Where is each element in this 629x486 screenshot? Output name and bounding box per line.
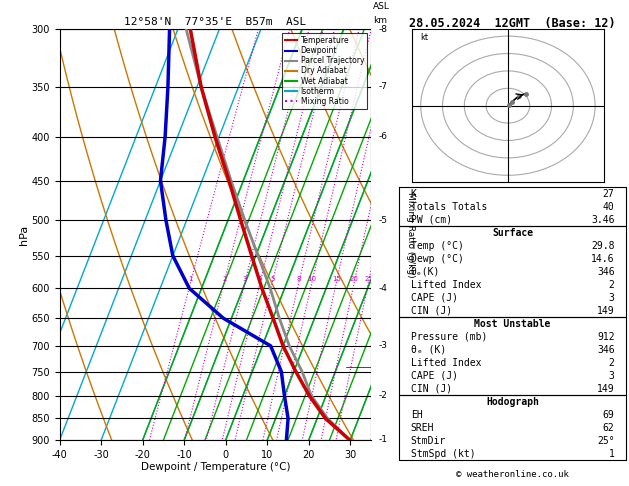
Text: km: km: [374, 16, 387, 25]
Text: Lifted Index: Lifted Index: [411, 279, 481, 290]
Text: 10: 10: [308, 276, 316, 282]
Text: 3.46: 3.46: [591, 215, 615, 225]
Text: kt: kt: [421, 33, 429, 42]
Text: StmSpd (kt): StmSpd (kt): [411, 449, 476, 459]
X-axis label: Dewpoint / Temperature (°C): Dewpoint / Temperature (°C): [141, 462, 290, 472]
Text: -3: -3: [379, 341, 388, 350]
Text: Pressure (mb): Pressure (mb): [411, 331, 487, 342]
Text: 8: 8: [297, 276, 301, 282]
Text: 15: 15: [332, 276, 341, 282]
Text: SREH: SREH: [411, 422, 434, 433]
Text: CIN (J): CIN (J): [411, 306, 452, 315]
Text: 29.8: 29.8: [591, 241, 615, 251]
Text: CAPE (J): CAPE (J): [411, 293, 458, 303]
Text: 25°: 25°: [597, 435, 615, 446]
Text: 14.6: 14.6: [591, 254, 615, 263]
Text: -4: -4: [379, 284, 387, 293]
Text: 2: 2: [609, 358, 615, 367]
Text: θₑ(K): θₑ(K): [411, 267, 440, 277]
Text: 20: 20: [350, 276, 359, 282]
Text: 2: 2: [222, 276, 226, 282]
Text: Most Unstable: Most Unstable: [474, 319, 551, 329]
Text: 4: 4: [258, 276, 262, 282]
Text: EH: EH: [411, 410, 423, 419]
Y-axis label: hPa: hPa: [19, 225, 29, 244]
Text: 3: 3: [609, 293, 615, 303]
Text: 346: 346: [597, 267, 615, 277]
Text: 149: 149: [597, 306, 615, 315]
Text: K: K: [411, 189, 416, 199]
Text: Totals Totals: Totals Totals: [411, 202, 487, 211]
Text: ASL: ASL: [374, 1, 390, 11]
Legend: Temperature, Dewpoint, Parcel Trajectory, Dry Adiabat, Wet Adiabat, Isotherm, Mi: Temperature, Dewpoint, Parcel Trajectory…: [282, 33, 367, 109]
Text: Temp (°C): Temp (°C): [411, 241, 464, 251]
Text: 912: 912: [597, 331, 615, 342]
Text: Mixing Ratio (g/kg): Mixing Ratio (g/kg): [406, 191, 415, 278]
Text: -2: -2: [379, 391, 387, 400]
Text: 27: 27: [603, 189, 615, 199]
Title: 12°58'N  77°35'E  B57m  ASL: 12°58'N 77°35'E B57m ASL: [125, 17, 306, 27]
Text: θₑ (K): θₑ (K): [411, 345, 446, 355]
Text: 2: 2: [609, 279, 615, 290]
Text: Lifted Index: Lifted Index: [411, 358, 481, 367]
Text: 69: 69: [603, 410, 615, 419]
Text: -7: -7: [379, 82, 388, 91]
Text: 1: 1: [609, 449, 615, 459]
Text: Hodograph: Hodograph: [486, 397, 539, 407]
Text: StmDir: StmDir: [411, 435, 446, 446]
Text: 40: 40: [603, 202, 615, 211]
Text: CIN (J): CIN (J): [411, 383, 452, 394]
Text: -8: -8: [379, 25, 388, 34]
Text: 62: 62: [603, 422, 615, 433]
Text: -6: -6: [379, 132, 388, 141]
Text: 25: 25: [364, 276, 373, 282]
Text: 3: 3: [243, 276, 247, 282]
Text: 28.05.2024  12GMT  (Base: 12): 28.05.2024 12GMT (Base: 12): [409, 17, 616, 30]
Text: CAPE (J): CAPE (J): [411, 371, 458, 381]
Text: © weatheronline.co.uk: © weatheronline.co.uk: [456, 469, 569, 479]
Text: Dewp (°C): Dewp (°C): [411, 254, 464, 263]
Text: 149: 149: [597, 383, 615, 394]
Text: 1: 1: [189, 276, 193, 282]
Text: -1: -1: [379, 435, 388, 444]
Text: PW (cm): PW (cm): [411, 215, 452, 225]
Text: 346: 346: [597, 345, 615, 355]
Text: 5: 5: [270, 276, 275, 282]
Text: LCL: LCL: [374, 362, 388, 371]
Text: Surface: Surface: [492, 227, 533, 238]
Text: -5: -5: [379, 216, 388, 225]
Text: 3: 3: [609, 371, 615, 381]
